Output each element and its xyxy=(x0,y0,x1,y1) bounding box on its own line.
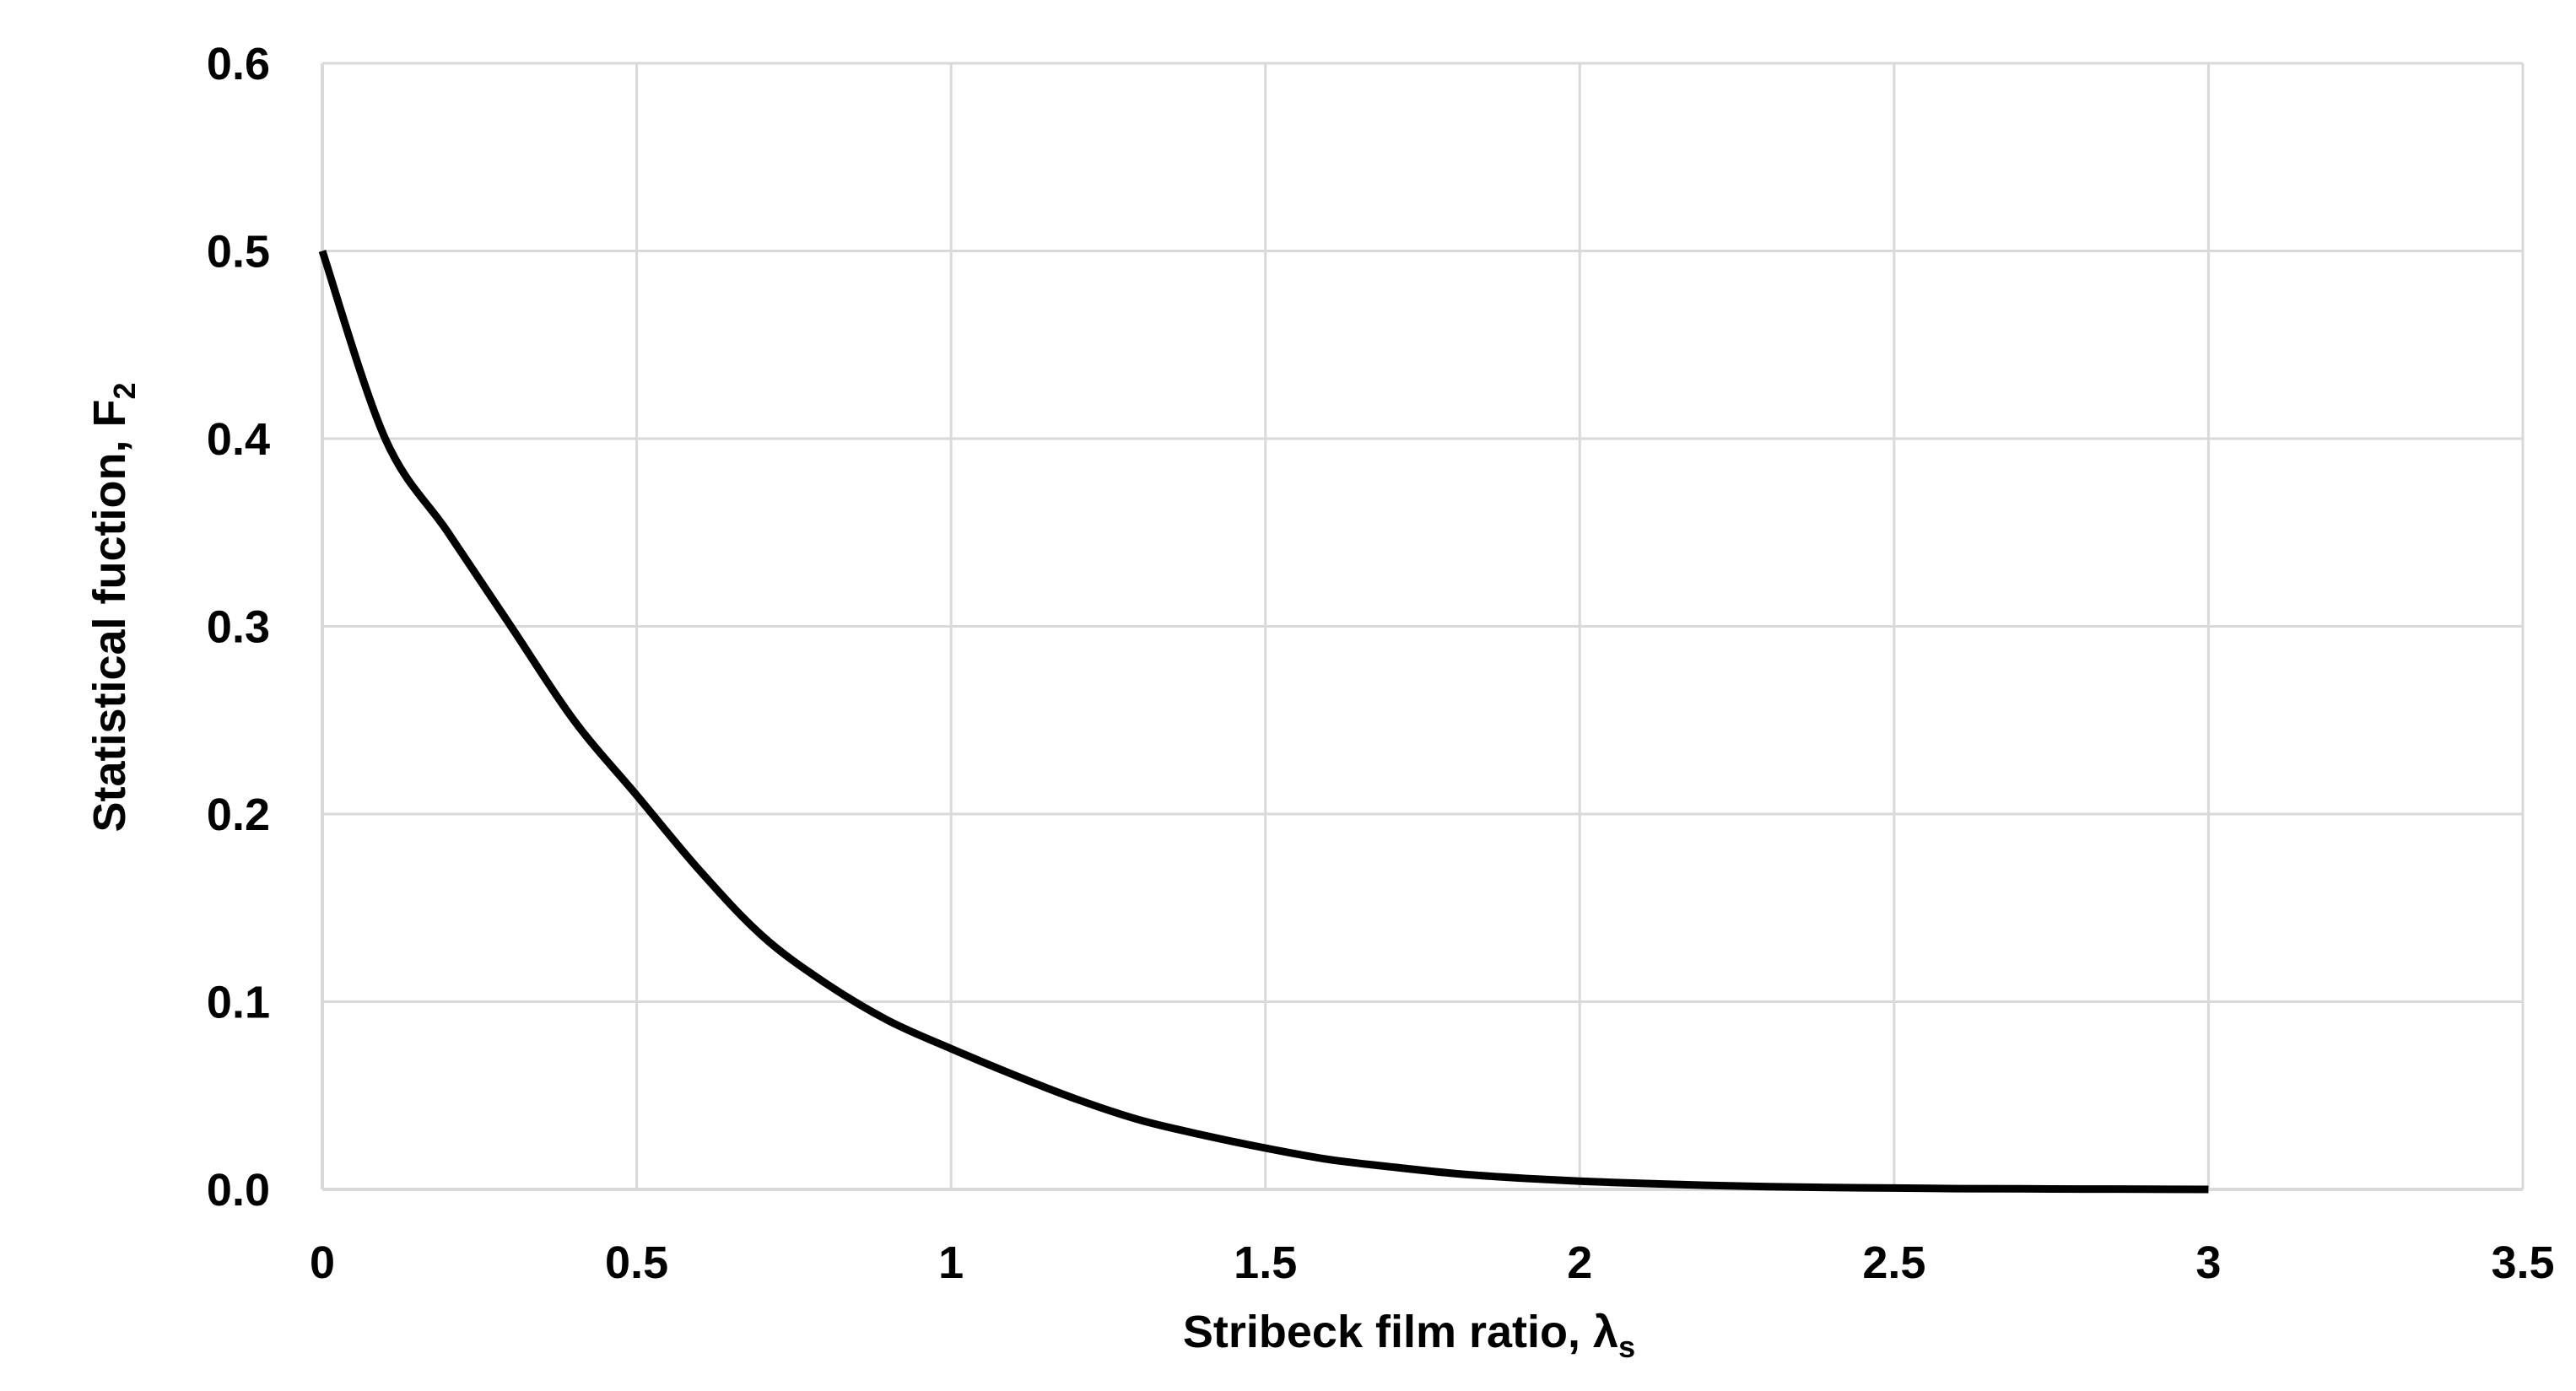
y-tick-label: 0.2 xyxy=(207,790,270,840)
y-tick-label: 0.5 xyxy=(207,227,270,278)
x-tick-label: 1.5 xyxy=(1234,1237,1297,1288)
x-axis-title-text: Stribeck film ratio, λ xyxy=(1183,1307,1618,1357)
y-axis-title: Statistical fuction, F2 xyxy=(84,382,142,832)
y-tick-label: 0.6 xyxy=(207,39,270,89)
x-tick-label: 3.5 xyxy=(2491,1237,2554,1288)
x-tick-label: 0 xyxy=(310,1237,335,1288)
y-axis-title-text: Statistical fuction, F xyxy=(84,399,135,832)
y-tick-label: 0.1 xyxy=(207,978,270,1028)
y-tick-label: 0.0 xyxy=(207,1165,270,1216)
x-tick-label: 2 xyxy=(1567,1237,1592,1288)
x-axis-title-subscript: s xyxy=(1618,1329,1635,1364)
tick-labels: 0 0.5 1 1.5 2 2.5 3 3.5 0.0 0.1 0.2 0.3 0.4 0.5 0.6 xyxy=(207,39,2555,1288)
y-axis-title-subscript: 2 xyxy=(107,382,142,399)
x-tick-label: 1 xyxy=(938,1237,964,1288)
gridlines xyxy=(321,62,2525,1191)
y-tick-label: 0.4 xyxy=(207,414,270,465)
y-tick-label: 0.3 xyxy=(207,602,270,653)
x-axis-title: Stribeck film ratio, λs xyxy=(1183,1307,1635,1364)
series-line xyxy=(318,250,2209,1194)
x-tick-label: 3 xyxy=(2195,1237,2221,1288)
x-tick-label: 0.5 xyxy=(605,1237,668,1288)
series-layer xyxy=(318,250,2209,1194)
x-tick-label: 2.5 xyxy=(1862,1237,1925,1288)
